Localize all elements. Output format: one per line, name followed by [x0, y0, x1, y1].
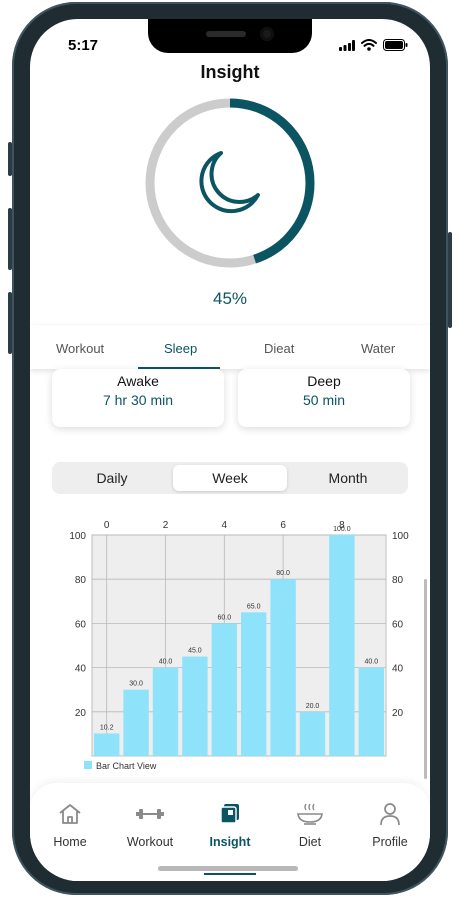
scrollbar[interactable]: [424, 579, 427, 779]
signal-icon: [339, 38, 355, 56]
range-week[interactable]: Week: [173, 465, 287, 491]
x-tick-label: 0: [104, 520, 110, 531]
front-camera: [260, 27, 274, 41]
stat-card-awake: Awake 7 hr 30 min: [52, 369, 224, 427]
home-indicator: [158, 866, 298, 871]
x-tick-label: 4: [222, 520, 228, 531]
bar-value-label: 30.0: [129, 681, 143, 688]
nav-label: Profile: [372, 835, 408, 849]
status-time: 5:17: [68, 37, 99, 54]
tab-active-underline: [138, 367, 220, 369]
nav-insight[interactable]: Insight: [190, 801, 270, 875]
bar-value-label: 20.0: [306, 703, 320, 710]
sleep-bar-chart: 20 20 40 40 60 60 80 80 100 100 0 2 4 6 8 10.2 30.0 40.0 4…: [69, 520, 409, 771]
range-daily[interactable]: Daily: [96, 470, 128, 486]
bar: [270, 579, 296, 756]
x-tick-label: 6: [280, 520, 286, 531]
bar-value-label: 40.0: [364, 659, 378, 666]
bar: [211, 623, 237, 756]
bottom-nav: Home Workout Insight Diet Profile: [30, 783, 430, 881]
bar: [329, 535, 355, 756]
y-tick-label-left: 60: [75, 619, 87, 630]
bar-value-label: 65.0: [247, 603, 261, 610]
bar-value-label: 60.0: [217, 614, 231, 621]
speaker: [206, 31, 246, 37]
nav-workout[interactable]: Workout: [110, 801, 190, 849]
insight-icon: [190, 801, 270, 827]
app-screen: 5:17 Insight 45% Workout Sleep Dieat Wat…: [30, 19, 430, 881]
bar-value-label: 80.0: [276, 570, 290, 577]
status-icons: [339, 38, 408, 56]
wifi-icon: [361, 38, 377, 56]
bar: [123, 689, 149, 756]
volume-up-button: [8, 208, 12, 270]
insight-tabs: Workout Sleep Dieat Water: [30, 325, 430, 369]
food-bowl-icon: [270, 801, 350, 827]
bar-value-label: 100.0: [333, 526, 351, 533]
person-icon: [350, 801, 430, 827]
y-tick-label-right: 60: [392, 619, 404, 630]
tab-sleep[interactable]: Sleep: [164, 341, 198, 356]
bar: [152, 667, 179, 756]
y-tick-label-right: 80: [392, 575, 404, 586]
bar: [358, 667, 384, 756]
moon-icon: [199, 151, 260, 214]
tab-workout[interactable]: Workout: [56, 341, 105, 356]
x-tick-label: 8: [339, 520, 345, 531]
nav-label: Workout: [126, 835, 174, 849]
bar: [94, 733, 120, 756]
bar: [299, 711, 326, 756]
dumbbell-icon: [110, 801, 190, 827]
nav-label: Home: [53, 835, 87, 849]
y-tick-label-left: 100: [69, 531, 86, 542]
y-tick-label-left: 80: [75, 575, 87, 586]
stat-card-deep: Deep 50 min: [238, 369, 410, 427]
nav-label: Diet: [298, 835, 322, 849]
bar-value-label: 40.0: [159, 659, 173, 666]
nav-label: Insight: [209, 835, 251, 849]
range-month[interactable]: Month: [328, 470, 368, 486]
page-title: Insight: [200, 62, 260, 82]
home-icon: [30, 801, 110, 827]
y-tick-label-right: 20: [392, 708, 404, 719]
bar: [182, 656, 208, 756]
power-button: [448, 232, 452, 328]
bar-value-label: 45.0: [188, 648, 202, 655]
stat-value: 50 min: [302, 392, 346, 408]
ring-progress: [145, 98, 315, 268]
nav-diet[interactable]: Diet: [270, 801, 350, 849]
progress-percent: 45%: [212, 289, 248, 308]
y-tick-label-right: 40: [392, 664, 404, 675]
legend-swatch: [84, 761, 92, 769]
legend-label: Bar Chart View: [96, 761, 157, 771]
nav-home[interactable]: Home: [30, 801, 110, 849]
tab-water[interactable]: Water: [361, 341, 396, 356]
notch: [148, 19, 312, 53]
sleep-progress-ring: [144, 97, 316, 269]
volume-down-button: [8, 292, 12, 354]
y-tick-label-left: 40: [75, 664, 87, 675]
stat-label: Deep: [307, 373, 341, 389]
stat-value: 7 hr 30 min: [102, 392, 174, 408]
y-tick-label-left: 20: [75, 708, 87, 719]
battery-icon: [383, 38, 408, 56]
bar: [241, 612, 267, 756]
y-tick-label-right: 100: [392, 531, 409, 542]
stat-label: Awake: [117, 373, 159, 389]
range-selector: Daily Week Month: [52, 462, 408, 494]
mute-switch: [8, 142, 12, 176]
bar-value-label: 10.2: [100, 724, 114, 731]
nav-profile[interactable]: Profile: [350, 801, 430, 849]
tab-dieat[interactable]: Dieat: [264, 341, 295, 356]
nav-active-underline: [204, 873, 256, 875]
x-tick-label: 2: [163, 520, 169, 531]
